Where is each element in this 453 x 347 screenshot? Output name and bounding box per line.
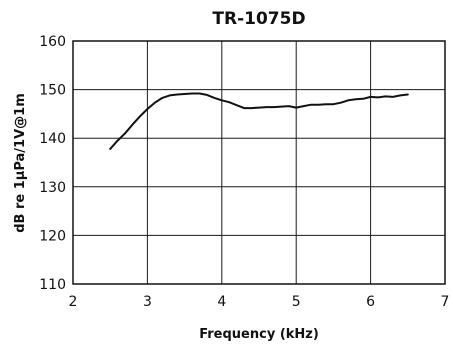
- y-tick-label: 130: [39, 180, 66, 196]
- chart-title: TR-1075D: [212, 9, 305, 29]
- x-tick-label: 4: [217, 294, 226, 310]
- x-tick-label: 7: [441, 294, 450, 310]
- x-tick-label: 2: [69, 294, 78, 310]
- y-tick-label: 150: [39, 83, 66, 99]
- x-tick-label: 5: [292, 294, 301, 310]
- y-axis-label: dB re 1µPa/1V@1m: [13, 93, 28, 233]
- x-tick-labels: 2 3 4 5 6 7: [69, 294, 450, 310]
- gridlines: [72, 40, 446, 285]
- x-tick-label: 6: [366, 294, 375, 310]
- y-tick-labels: 110 120 130 140 150 160: [39, 34, 66, 293]
- y-tick-label: 140: [39, 131, 66, 147]
- y-tick-label: 160: [39, 34, 66, 50]
- y-tick-label: 110: [39, 277, 66, 293]
- plot-frame: [72, 40, 446, 285]
- response-curve: [109, 92, 409, 150]
- x-tick-label: 3: [143, 294, 152, 310]
- y-tick-label: 120: [39, 228, 66, 244]
- x-axis-label: Frequency (kHz): [199, 327, 319, 342]
